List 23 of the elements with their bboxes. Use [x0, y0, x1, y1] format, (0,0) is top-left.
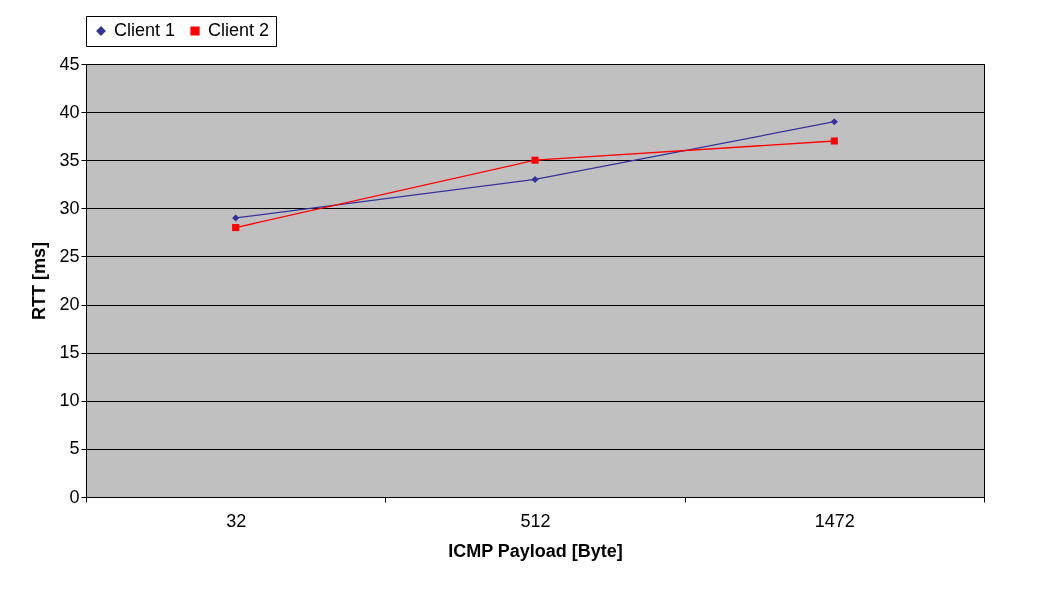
y-axis-title: RTT [ms] [29, 242, 50, 320]
point [531, 175, 539, 183]
legend-label: Client 2 [208, 20, 270, 40]
y-tick-label: 5 [69, 438, 80, 459]
y-tick-label: 40 [59, 101, 80, 122]
y-tick-label: 15 [59, 342, 80, 363]
x-tick-label: 32 [226, 510, 247, 531]
y-tick-label: 0 [69, 486, 80, 507]
point [830, 137, 838, 145]
point [830, 118, 838, 126]
x-axis-title: ICMP Payload [Byte] [448, 540, 623, 561]
y-tick-label: 10 [59, 390, 80, 411]
point [531, 156, 539, 164]
y-tick-label: 30 [59, 197, 80, 218]
legend-label: Client 1 [114, 20, 176, 40]
y-tick-label: 45 [59, 53, 80, 74]
x-tick-label: 1472 [814, 510, 855, 531]
point [232, 214, 240, 222]
x-tick-label: 512 [520, 510, 551, 531]
y-tick-label: 20 [59, 294, 80, 315]
point [232, 224, 240, 232]
y-tick-label: 35 [59, 149, 80, 170]
y-tick-label: 25 [59, 245, 80, 266]
